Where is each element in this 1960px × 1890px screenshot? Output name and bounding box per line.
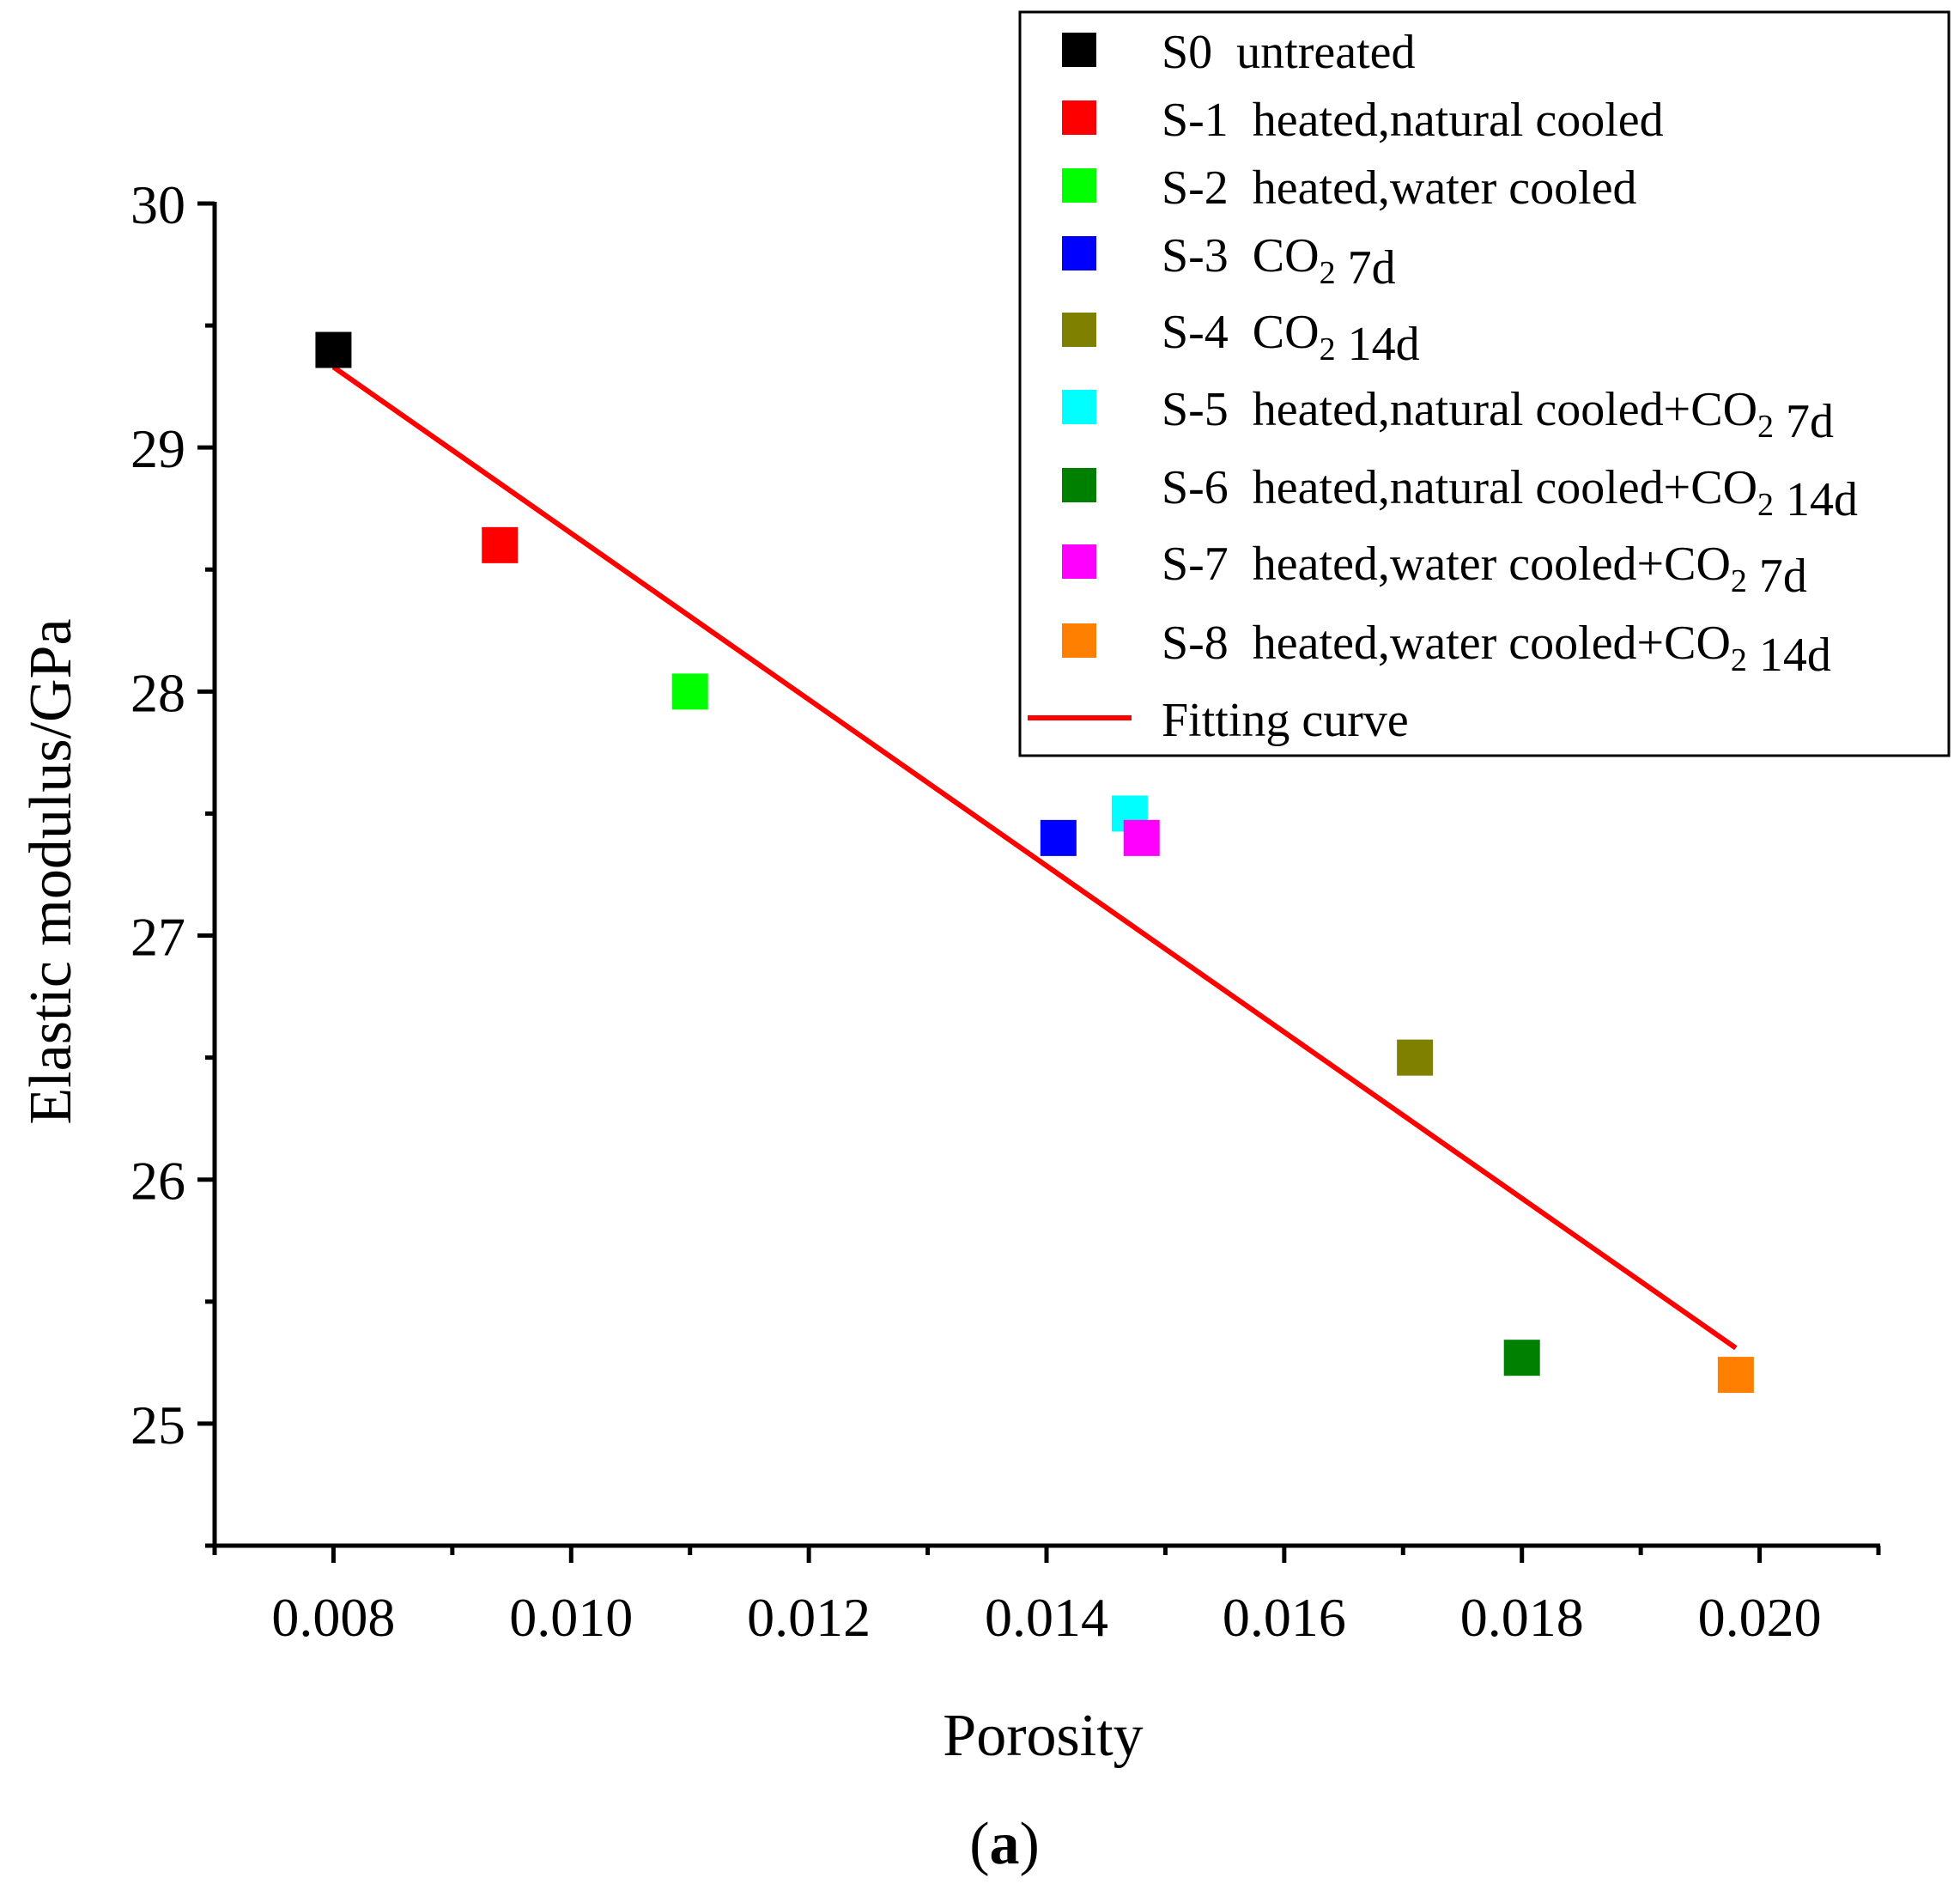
axes: 25 26 27 28 29 30 0.008 0.010 0.012 0.014 0.016 0.0… bbox=[130, 174, 1881, 1648]
point-s3 bbox=[1040, 819, 1077, 856]
y-tick-label: 30 bbox=[130, 174, 185, 235]
legend-label-s1: S-1 heated,natural cooled bbox=[1162, 94, 1664, 147]
legend-swatch-s2 bbox=[1062, 168, 1096, 203]
x-tick-label: 0.012 bbox=[747, 1587, 871, 1648]
y-tick-label: 27 bbox=[130, 907, 185, 968]
y-tick-label: 26 bbox=[130, 1151, 185, 1212]
x-tick-label: 0.016 bbox=[1223, 1587, 1346, 1648]
legend-swatch-s1 bbox=[1062, 100, 1096, 135]
point-s2 bbox=[671, 673, 708, 710]
x-tick-label: 0.008 bbox=[271, 1587, 395, 1648]
legend-swatch-s8 bbox=[1062, 623, 1096, 658]
fit-layer bbox=[331, 364, 1738, 1351]
legend-label-fit: Fitting curve bbox=[1162, 694, 1409, 747]
legend-label-s7: S-7 heated,water cooled+CO2 7d bbox=[1162, 538, 1807, 603]
caption-letter: a bbox=[990, 1811, 1020, 1877]
legend-swatch-s6 bbox=[1062, 468, 1096, 502]
legend-swatch-s7 bbox=[1062, 544, 1096, 579]
legend-label-s4: S-4 CO2 14d bbox=[1162, 306, 1420, 371]
x-tick-label: 0.018 bbox=[1460, 1587, 1584, 1648]
y-axis-title: Elastic modulus/GPa bbox=[18, 618, 84, 1124]
legend-label-s6: S-6 heated,natural cooled+CO2 14d bbox=[1162, 461, 1858, 526]
y-tick-label: 28 bbox=[130, 662, 185, 723]
legend-label-s8: S-8 heated,water cooled+CO2 14d bbox=[1162, 617, 1831, 682]
x-tick-label: 0.020 bbox=[1698, 1587, 1822, 1648]
legend-label-s2: S-2 heated,water cooled bbox=[1162, 161, 1637, 215]
figure-caption: (a) bbox=[969, 1811, 1040, 1877]
points bbox=[315, 331, 1754, 1394]
point-s7 bbox=[1123, 819, 1160, 856]
legend-swatch-s4 bbox=[1062, 313, 1096, 347]
x-tick-label: 0.014 bbox=[985, 1587, 1108, 1648]
point-s1 bbox=[482, 526, 519, 563]
legend-swatch-s0 bbox=[1062, 33, 1096, 67]
legend-label-s0: S0 untreated bbox=[1162, 26, 1415, 79]
x-axis-title: Porosity bbox=[943, 1703, 1143, 1769]
y-tick-label: 29 bbox=[130, 418, 185, 479]
legend-label-s5: S-5 heated,natural cooled+CO2 7d bbox=[1162, 383, 1834, 448]
legend: S0 untreated S-1 heated,natural cooled S-2… bbox=[1018, 10, 1951, 757]
point-s0 bbox=[315, 331, 352, 368]
legend-swatch-s5 bbox=[1062, 390, 1096, 424]
point-s4 bbox=[1397, 1039, 1434, 1076]
x-tick-label: 0.010 bbox=[509, 1587, 633, 1648]
y-tick-label: 25 bbox=[130, 1395, 185, 1455]
legend-swatch-s3 bbox=[1062, 236, 1096, 270]
point-s6 bbox=[1503, 1340, 1540, 1376]
fitting-curve bbox=[331, 364, 1738, 1351]
point-s8 bbox=[1717, 1357, 1754, 1394]
legend-label-s3: S-3 CO2 7d bbox=[1162, 229, 1396, 295]
legend-box bbox=[1018, 10, 1951, 757]
